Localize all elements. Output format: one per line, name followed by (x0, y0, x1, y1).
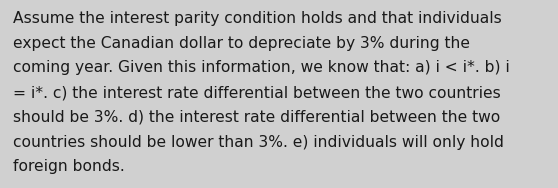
Text: Assume the interest parity condition holds and that individuals: Assume the interest parity condition hol… (13, 11, 502, 26)
Text: countries should be lower than 3%. e) individuals will only hold: countries should be lower than 3%. e) in… (13, 134, 504, 149)
Text: foreign bonds.: foreign bonds. (13, 159, 125, 174)
Text: coming year. Given this information, we know that: a) i < i*. b) i: coming year. Given this information, we … (13, 60, 510, 75)
Text: expect the Canadian dollar to depreciate by 3% during the: expect the Canadian dollar to depreciate… (13, 36, 470, 51)
Text: should be 3%. d) the interest rate differential between the two: should be 3%. d) the interest rate diffe… (13, 110, 501, 125)
Text: = i*. c) the interest rate differential between the two countries: = i*. c) the interest rate differential … (13, 85, 501, 100)
